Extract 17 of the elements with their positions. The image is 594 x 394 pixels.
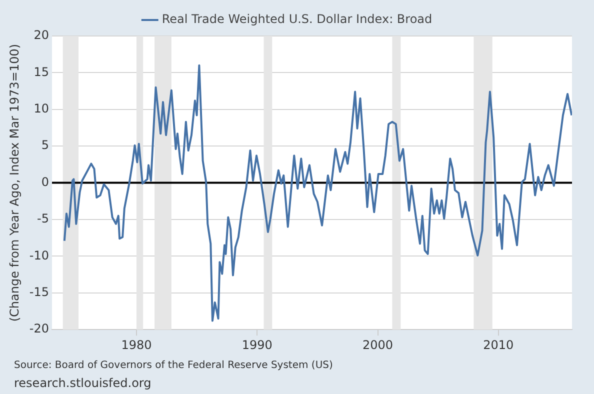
x-tick-label: 1980 xyxy=(121,338,152,352)
y-tick-label: 5 xyxy=(41,138,49,152)
source-note: Source: Board of Governors of the Federal Reserve System (US) xyxy=(14,360,333,371)
y-tick-label: 15 xyxy=(34,64,49,79)
y-tick-label: -20 xyxy=(29,322,49,336)
text: research.stlouisfed.org xyxy=(14,376,152,390)
y-tick-label: 0 xyxy=(41,174,49,189)
y-tick-label: -15 xyxy=(29,285,49,300)
y-tick-label: -5 xyxy=(37,212,49,226)
x-tick-label: 2000 xyxy=(362,338,394,352)
legend-label: Real Trade Weighted U.S. Dollar Index: Broad xyxy=(162,12,432,26)
y-tick-label: 10 xyxy=(34,102,49,116)
y-axis-title: (Change from Year Ago, Index Mar 1973=100) xyxy=(7,44,22,322)
x-tick-label: 1990 xyxy=(242,338,272,352)
x-tick-label: 2010 xyxy=(483,338,514,352)
y-tick-label: -10 xyxy=(29,248,49,262)
y-tick-label: 20 xyxy=(34,28,49,42)
